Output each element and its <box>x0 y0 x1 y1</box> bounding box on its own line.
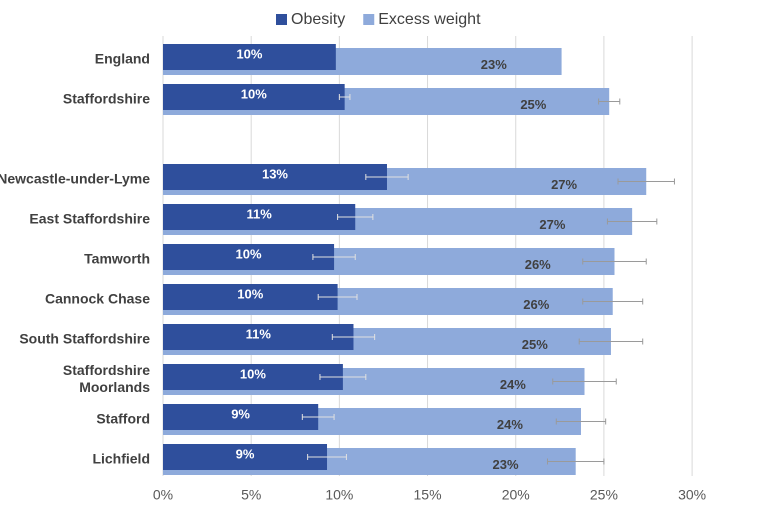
error-bar <box>606 218 658 225</box>
value-label: 10% <box>236 246 262 261</box>
bar <box>163 404 319 430</box>
bar <box>163 164 387 190</box>
error-bar <box>307 454 347 460</box>
y-tick-label: South Staffordshire <box>19 330 150 347</box>
error-bar <box>617 178 675 185</box>
value-label: 10% <box>236 46 262 61</box>
x-tick-label: 15% <box>414 487 442 503</box>
error-bar <box>552 378 617 385</box>
y-tick-label: Stafford <box>96 410 150 427</box>
y-tick-label: Tamworth <box>84 250 150 267</box>
value-label: 9% <box>236 446 255 461</box>
value-label: 27% <box>539 217 565 232</box>
x-tick-label: 5% <box>241 487 261 503</box>
legend-swatch <box>276 14 287 25</box>
value-label: 24% <box>500 377 526 392</box>
y-tick-label: Staffordshire <box>62 90 150 107</box>
legend-swatch <box>363 14 375 25</box>
bar <box>163 204 356 230</box>
legend-label: Excess weight <box>378 11 481 28</box>
value-label: 26% <box>525 257 551 272</box>
bar <box>163 364 343 390</box>
x-tick-label: 0% <box>153 487 173 503</box>
y-tick-label: Newcastle-under-Lyme <box>0 170 150 187</box>
y-tick-label: East Staffordshire <box>29 210 150 227</box>
x-tick-label: 30% <box>678 487 706 503</box>
value-label: 27% <box>551 177 577 192</box>
value-label: 25% <box>520 97 546 112</box>
error-bar <box>365 174 409 180</box>
error-bar <box>337 214 374 220</box>
error-bar <box>555 418 607 425</box>
error-bar <box>317 294 358 300</box>
error-bar <box>578 338 644 345</box>
bar <box>163 84 345 110</box>
value-label: 10% <box>240 366 266 381</box>
error-bar <box>312 254 356 260</box>
value-label: 26% <box>523 297 549 312</box>
y-tick-label: England <box>94 50 150 67</box>
y-tick-label: Lichfield <box>92 450 150 467</box>
value-label: 9% <box>231 406 250 421</box>
value-label: 25% <box>522 337 548 352</box>
error-bar <box>331 334 376 340</box>
legend-label: Obesity <box>291 11 345 28</box>
error-bar <box>301 414 335 420</box>
y-tick-label: Cannock Chase <box>44 290 150 307</box>
bar <box>163 284 338 310</box>
value-label: 10% <box>241 86 267 101</box>
error-bar <box>338 94 351 100</box>
value-label: 24% <box>497 417 523 432</box>
error-bar <box>582 258 647 265</box>
bar <box>163 44 336 70</box>
value-label: 23% <box>481 57 507 72</box>
value-label: 11% <box>246 206 272 221</box>
value-label: 23% <box>493 457 519 472</box>
bar <box>163 324 354 350</box>
error-bar <box>598 98 621 105</box>
value-label: 11% <box>246 326 272 341</box>
value-label: 13% <box>262 166 288 181</box>
error-bar <box>582 298 644 305</box>
y-tick-label: Staffordshire Moorlands <box>62 362 150 395</box>
bar <box>163 444 328 470</box>
error-bar <box>319 374 367 380</box>
x-tick-label: 10% <box>325 487 353 503</box>
value-label: 10% <box>237 286 263 301</box>
error-bar <box>546 458 605 465</box>
x-tick-label: 25% <box>590 487 618 503</box>
x-tick-label: 20% <box>502 487 530 503</box>
bar <box>163 244 335 270</box>
